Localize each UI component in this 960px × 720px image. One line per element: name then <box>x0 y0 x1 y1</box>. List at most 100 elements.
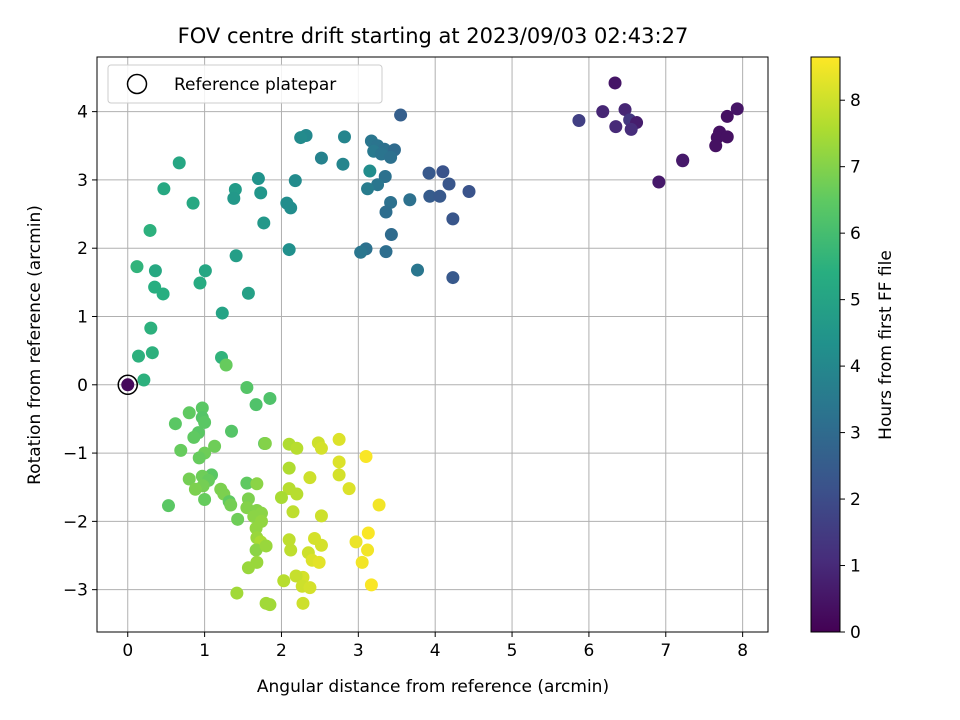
data-point <box>137 373 151 387</box>
y-axis-label: Rotation from reference (arcmin) <box>25 205 45 485</box>
data-point <box>337 130 351 144</box>
data-point <box>157 182 171 196</box>
data-point <box>229 249 243 263</box>
reference-point-fill <box>121 378 135 392</box>
data-point <box>258 437 272 451</box>
x-tick-label: 6 <box>583 641 594 661</box>
data-point <box>249 543 263 557</box>
y-tick-label: 1 <box>77 308 88 328</box>
x-axis-ticks: 0 1 2 3 4 5 6 7 8 <box>122 632 748 661</box>
data-point <box>361 182 375 196</box>
data-point <box>332 432 346 446</box>
y-tick-label: 3 <box>77 171 88 191</box>
y-tick-label: 0 <box>77 376 88 396</box>
data-point <box>618 103 632 117</box>
data-point <box>442 177 456 191</box>
data-point <box>379 205 393 219</box>
data-point <box>148 264 162 278</box>
data-point <box>161 499 175 513</box>
data-point <box>296 596 310 610</box>
y-tick-label: −3 <box>63 581 88 601</box>
data-point <box>174 443 188 457</box>
data-point <box>249 521 263 535</box>
data-point <box>186 196 200 210</box>
legend-box <box>107 64 383 104</box>
data-point <box>303 581 317 595</box>
x-tick-label: 0 <box>122 641 133 661</box>
data-point <box>676 153 690 167</box>
colorbar-tick-label: 3 <box>850 424 861 444</box>
data-point <box>188 482 202 496</box>
data-point <box>422 166 436 180</box>
colorbar-tick-label: 0 <box>850 623 861 643</box>
data-point <box>314 151 328 165</box>
data-point <box>259 539 273 553</box>
data-point <box>314 441 328 455</box>
data-point <box>250 477 264 491</box>
data-point <box>241 561 255 575</box>
y-tick-label: 2 <box>77 239 88 259</box>
colorbar-tick-label: 8 <box>850 91 861 111</box>
data-points <box>130 76 744 612</box>
data-point <box>156 287 170 301</box>
data-point <box>403 193 417 207</box>
data-point <box>624 122 638 136</box>
data-point <box>608 76 622 90</box>
data-point <box>225 424 239 438</box>
data-point <box>143 223 157 237</box>
data-point <box>192 451 206 465</box>
grid <box>97 57 768 632</box>
x-axis-label: Angular distance from reference (arcmin) <box>257 677 609 697</box>
colorbar: 0 1 2 3 4 5 6 7 8 Hours from first FF file <box>810 56 896 643</box>
colorbar-tick-label: 7 <box>850 158 861 178</box>
colorbar-tick-label: 2 <box>850 490 861 510</box>
data-point <box>354 245 368 259</box>
data-point <box>596 105 610 119</box>
data-point <box>224 498 238 512</box>
data-point <box>314 509 328 523</box>
data-point <box>411 263 425 277</box>
data-point <box>336 157 350 171</box>
data-point <box>240 381 254 395</box>
colorbar-tick-label: 5 <box>850 291 861 311</box>
data-point <box>609 120 623 134</box>
data-point <box>198 493 212 507</box>
data-point <box>361 526 375 540</box>
x-tick-label: 7 <box>660 641 671 661</box>
data-point <box>384 150 398 164</box>
data-point <box>312 555 326 569</box>
data-point <box>263 598 277 612</box>
data-point <box>286 505 300 519</box>
data-point <box>290 487 304 501</box>
data-point <box>227 191 241 205</box>
data-point <box>241 286 255 300</box>
data-point <box>462 185 476 199</box>
data-point <box>198 264 212 278</box>
data-point <box>144 321 158 335</box>
data-point <box>284 543 298 557</box>
data-point <box>720 109 734 123</box>
data-point <box>193 276 207 290</box>
data-point <box>277 574 291 588</box>
data-point <box>332 455 346 469</box>
data-point <box>274 490 288 504</box>
data-point <box>290 441 304 455</box>
data-point <box>652 175 666 189</box>
data-point <box>332 468 346 482</box>
data-point <box>288 174 302 188</box>
reference-point-ring <box>117 374 138 396</box>
data-point <box>379 245 393 259</box>
legend: Reference platepar <box>107 64 383 104</box>
colorbar-ticks: 0 1 2 3 4 5 6 7 8 <box>840 91 861 643</box>
data-point <box>168 417 182 431</box>
x-tick-label: 4 <box>430 641 441 661</box>
data-point <box>263 391 277 405</box>
data-point <box>249 398 263 412</box>
data-point <box>303 471 317 485</box>
data-point <box>730 102 744 116</box>
data-point <box>384 228 398 242</box>
data-point <box>423 189 437 203</box>
colorbar-label: Hours from first FF file <box>876 250 896 440</box>
y-axis-ticks: −3 −2 −1 0 1 2 3 4 <box>63 103 97 601</box>
data-point <box>195 401 209 415</box>
